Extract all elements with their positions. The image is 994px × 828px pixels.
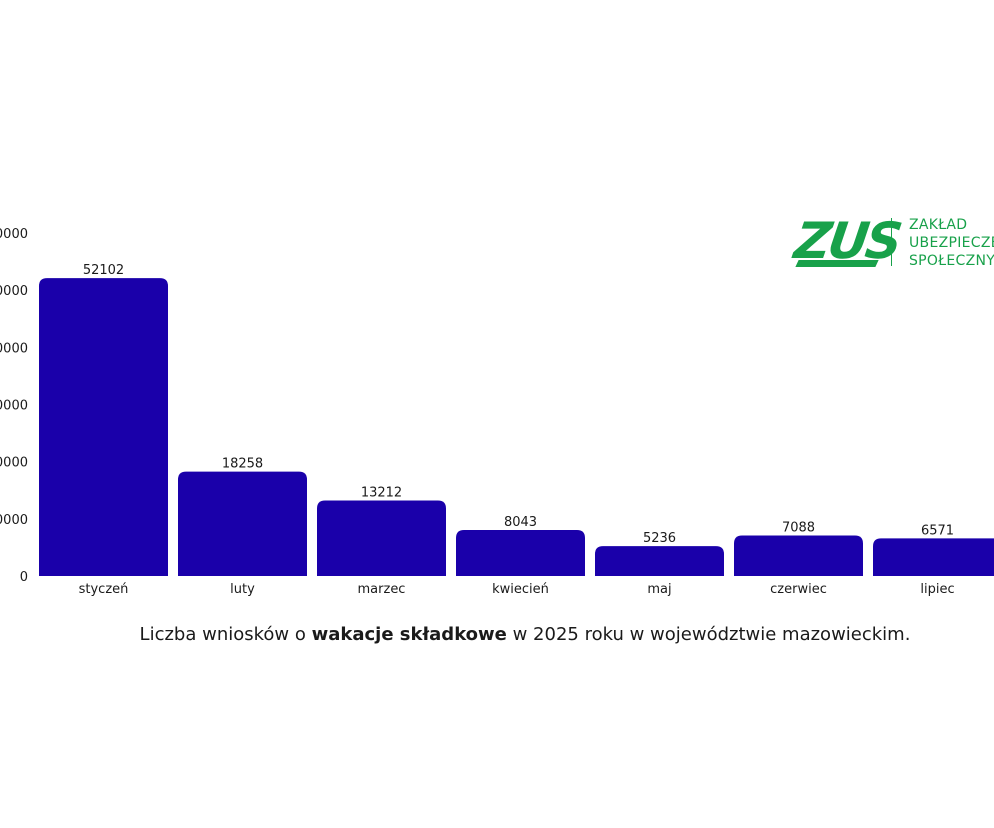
logo-line-1: ZAKŁAD [909, 217, 968, 233]
x-tick-label: marzec [358, 582, 406, 597]
x-tick-label: lipiec [920, 582, 954, 597]
y-tick-label: 40000 [0, 341, 28, 356]
y-tick-label: 30000 [0, 399, 28, 414]
bar-kwiecień [456, 530, 585, 576]
data-labels-group: 52102 18258 13212 8043 5236 7088 6571 [83, 263, 954, 546]
x-tick-label: kwiecień [492, 582, 549, 597]
x-tick-label: luty [230, 582, 255, 597]
x-axis: styczeń luty marzec kwiecień maj czerwiec lipi… [79, 582, 955, 597]
x-tick-label: styczeń [79, 582, 129, 597]
data-label: 6571 [921, 523, 954, 538]
bar-marzec [317, 500, 446, 576]
x-tick-label: maj [647, 582, 671, 597]
bar-czerwiec [734, 535, 863, 576]
logo-divider [891, 218, 892, 266]
y-axis: 0 10000 20000 30000 40000 50000 60000 [0, 227, 28, 585]
chart-caption: Liczba wniosków o wakacje składkowe w 20… [0, 624, 994, 645]
bar-styczeń [39, 278, 168, 576]
y-tick-label: 20000 [0, 456, 28, 471]
zus-logo: ZUS ZAKŁAD UBEZPIECZEŃ SPOŁECZNYCH [791, 212, 994, 272]
y-tick-label: 10000 [0, 513, 28, 528]
caption-bold: wakacje składkowe [311, 624, 507, 645]
x-tick-label: czerwiec [770, 582, 827, 597]
y-tick-label: 0 [20, 570, 28, 585]
caption-suffix: w 2025 roku w województwie mazowieckim. [506, 624, 911, 645]
data-label: 5236 [643, 531, 676, 546]
data-label: 18258 [222, 457, 263, 472]
logo-line-3: SPOŁECZNYCH [909, 253, 994, 269]
zus-logo-swoosh [795, 260, 879, 267]
y-tick-label: 50000 [0, 284, 28, 299]
zus-logo-text: ZAKŁAD UBEZPIECZEŃ SPOŁECZNYCH [909, 216, 994, 270]
data-label: 7088 [782, 520, 815, 535]
bar-luty [178, 471, 307, 576]
bar-lipiec [873, 538, 994, 576]
data-label: 8043 [504, 515, 537, 530]
caption-prefix: Liczba wniosków o [139, 624, 312, 645]
bar-maj [595, 546, 724, 576]
bars-group [39, 278, 994, 576]
y-tick-label: 60000 [0, 227, 28, 242]
logo-line-2: UBEZPIECZEŃ [909, 235, 994, 251]
data-label: 13212 [361, 485, 402, 500]
data-label: 52102 [83, 263, 124, 278]
